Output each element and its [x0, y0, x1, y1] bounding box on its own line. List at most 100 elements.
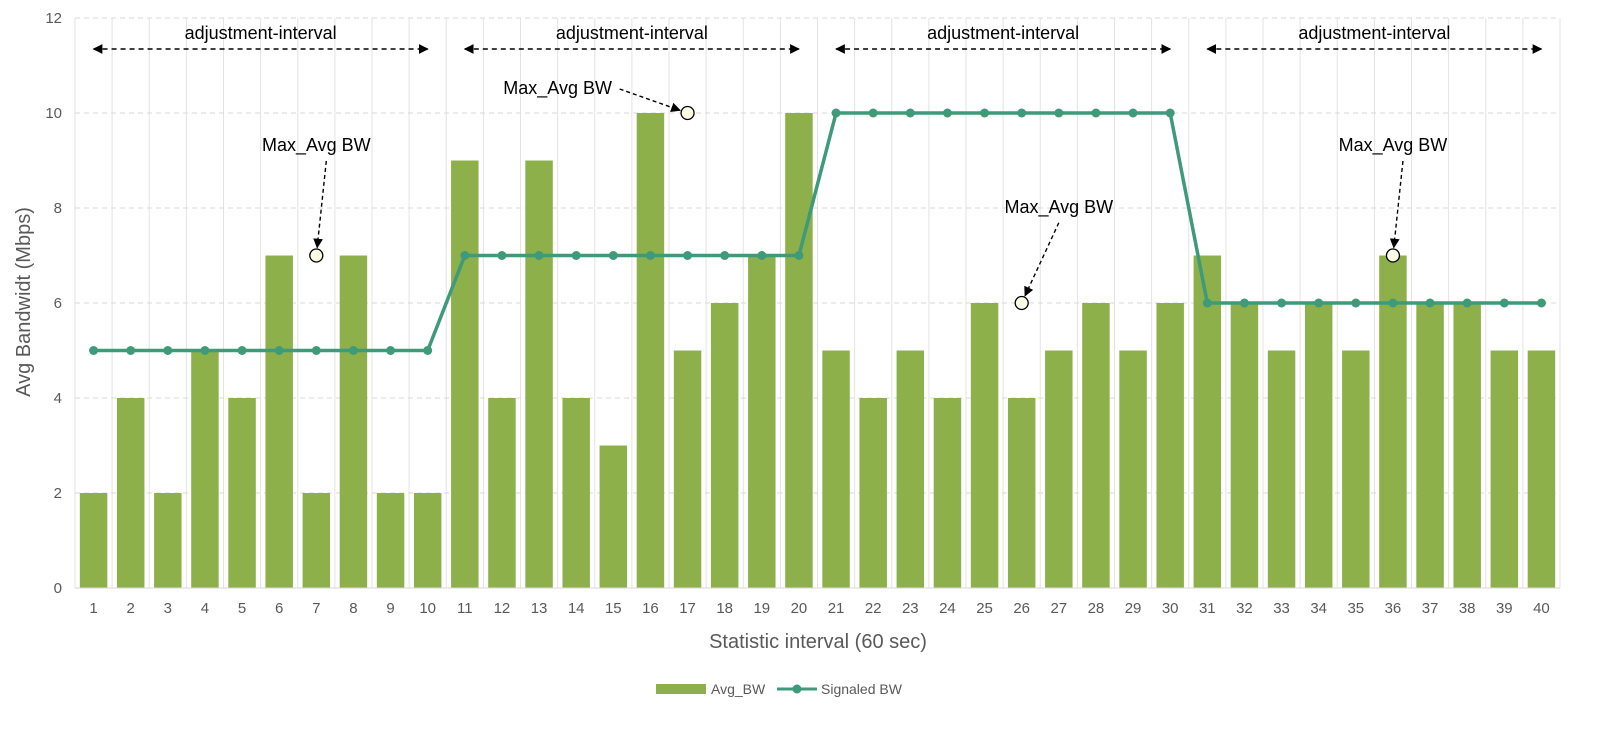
bar-avg-bw: [1490, 350, 1519, 588]
annotation-arrow: [1389, 160, 1404, 249]
signaled-bw-point: [200, 346, 210, 355]
interval-span-label: adjustment-interval: [1298, 23, 1450, 43]
signaled-bw-point: [905, 108, 915, 118]
max-avg-bw-marker: [1014, 295, 1029, 311]
x-tick-label: 21: [828, 600, 845, 617]
signaled-bw-point: [1017, 108, 1027, 118]
signaled-bw-point: [126, 346, 136, 355]
x-tick-label: 31: [1199, 600, 1216, 617]
x-axis-title: Statistic interval (60 sec): [709, 631, 927, 653]
signaled-bw-point: [942, 108, 952, 118]
max-avg-bw-annotation: Max_Avg BW: [262, 135, 371, 156]
legend: Avg_BW Signaled BW: [656, 681, 903, 697]
bar-avg-bw: [822, 350, 850, 588]
x-tick-label: 32: [1236, 600, 1253, 617]
signaled-bw-point: [608, 251, 618, 260]
signaled-bw-point: [720, 251, 730, 260]
x-tick-label: 18: [716, 600, 733, 617]
bar-avg-bw: [79, 493, 108, 588]
signaled-bw-point: [1202, 298, 1212, 308]
max-avg-bw-marker: [680, 105, 695, 121]
bar-avg-bw: [154, 493, 182, 588]
signaled-bw-point: [1499, 298, 1509, 308]
interval-span-label: adjustment-interval: [556, 23, 708, 43]
signaled-bw-point: [1351, 298, 1361, 308]
x-tick-label: 20: [791, 600, 808, 617]
bar-avg-bw: [1267, 350, 1296, 588]
x-tick-label: 25: [976, 600, 993, 617]
x-tick-label: 13: [531, 600, 548, 617]
legend-marker-signaled-bw: [792, 684, 802, 694]
bar-avg-bw: [1119, 350, 1147, 588]
x-tick-label: 14: [568, 600, 585, 617]
signaled-bw-point: [1388, 298, 1398, 308]
y-tick-label: 12: [45, 10, 62, 27]
x-tick-label: 17: [679, 600, 696, 617]
bar-avg-bw: [859, 398, 887, 588]
bar-avg-bw: [1045, 350, 1073, 588]
bar-avg-bw: [1082, 303, 1110, 588]
signaled-bw-point: [348, 346, 358, 355]
x-tick-label: 10: [419, 600, 436, 617]
x-tick-label: 29: [1125, 600, 1142, 617]
signaled-bw-point: [497, 251, 507, 260]
signaled-bw-point: [1425, 298, 1435, 308]
bar-avg-bw: [228, 398, 256, 588]
x-tick-label: 2: [127, 600, 135, 617]
bar-series-avg-bw: [79, 113, 1556, 588]
legend-label-signaled-bw: Signaled BW: [821, 681, 903, 697]
signaled-bw-point: [460, 251, 470, 260]
signaled-bw-point: [274, 346, 284, 355]
x-tick-label: 28: [1088, 600, 1105, 617]
line-series-signaled-bw: [89, 108, 1546, 355]
signaled-bw-point: [571, 251, 581, 260]
bar-avg-bw: [302, 493, 331, 588]
signaled-bw-point: [423, 346, 433, 355]
signaled-bw-point: [1277, 298, 1287, 308]
signaled-bw-point: [1128, 108, 1138, 118]
x-tick-label: 1: [89, 600, 97, 617]
bar-avg-bw: [488, 398, 516, 588]
bar-avg-bw: [933, 398, 962, 588]
bar-avg-bw: [1416, 303, 1444, 588]
x-tick-label: 12: [494, 600, 511, 617]
bar-avg-bw: [1230, 303, 1259, 588]
interval-span-label: adjustment-interval: [927, 23, 1079, 43]
bar-avg-bw: [1304, 303, 1333, 588]
bar-avg-bw: [710, 303, 739, 588]
x-tick-label: 40: [1533, 600, 1550, 617]
y-tick-label: 6: [54, 295, 62, 312]
y-tick-label: 8: [54, 200, 62, 217]
x-tick-label: 9: [386, 600, 394, 617]
x-tick-label: 5: [238, 600, 246, 617]
max-avg-bw-marker: [309, 248, 324, 263]
signaled-bw-point: [386, 346, 396, 355]
y-tick-label: 2: [54, 485, 62, 502]
bar-avg-bw: [265, 255, 293, 588]
max-avg-bw-annotation: Max_Avg BW: [1004, 197, 1113, 218]
bar-avg-bw: [1527, 350, 1556, 588]
x-tick-label: 36: [1385, 600, 1402, 617]
annotation-arrow: [313, 160, 328, 249]
max-avg-bw-marker: [1385, 248, 1401, 263]
signaled-bw-point: [757, 251, 767, 260]
max-avg-bw-annotation: Max_Avg BW: [1339, 135, 1448, 156]
signaled-bw-point: [1462, 298, 1472, 308]
x-tick-label: 3: [164, 600, 172, 617]
annotation-arrow: [619, 88, 681, 113]
max-avg-bw-annotation: Max_Avg BW: [503, 78, 612, 99]
bar-avg-bw: [599, 445, 628, 588]
bar-avg-bw: [673, 350, 702, 588]
x-tick-label: 34: [1310, 600, 1327, 617]
annotations: adjustment-interval adjustment-interval ad…: [92, 23, 1543, 311]
bar-avg-bw: [1007, 398, 1036, 588]
y-tick-label: 4: [54, 390, 62, 407]
legend-swatch-avg-bw: [656, 684, 706, 694]
x-tick-label: 37: [1422, 600, 1439, 617]
bar-avg-bw: [970, 303, 999, 588]
y-axis-title: Avg Bandwidt (Mbps): [13, 207, 35, 397]
bar-avg-bw: [451, 160, 479, 588]
signaled-bw-point: [534, 251, 544, 260]
bar-avg-bw: [1379, 255, 1407, 588]
